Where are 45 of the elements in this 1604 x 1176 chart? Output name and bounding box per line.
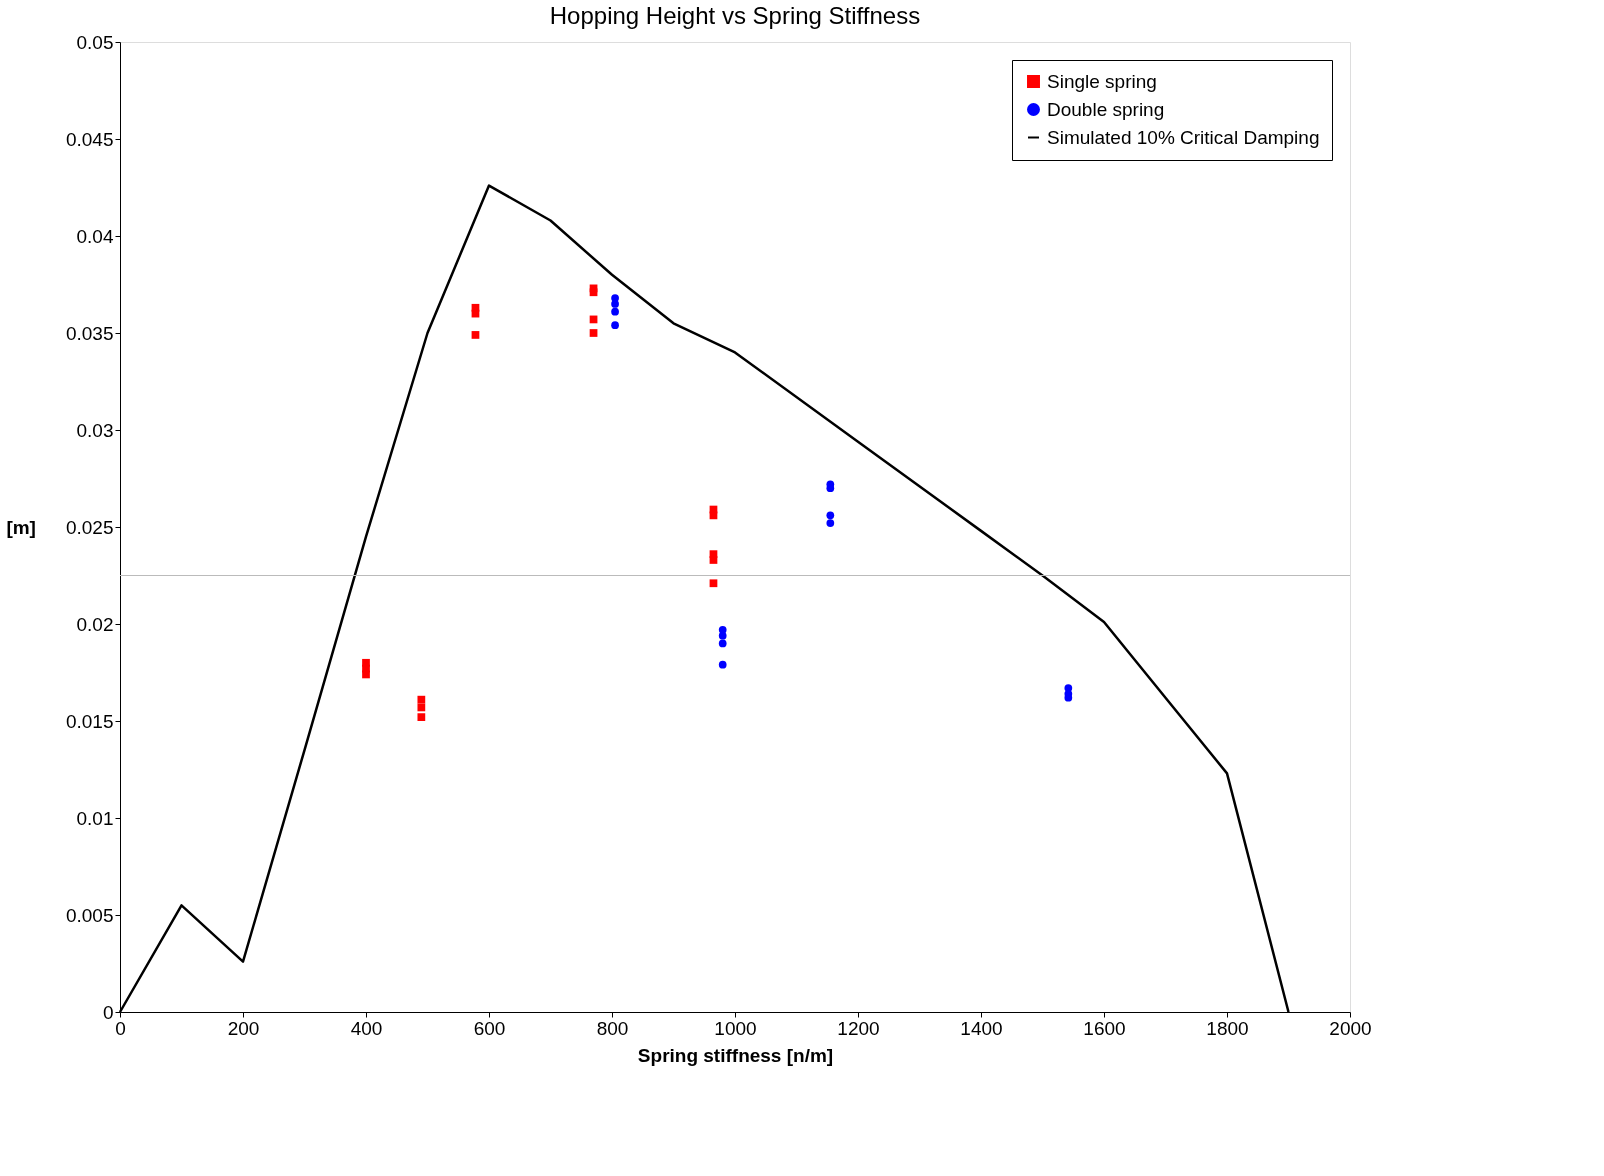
y-tick-label: 0.01 — [76, 807, 114, 829]
x-tick-label: 1400 — [960, 1017, 1003, 1039]
point — [417, 695, 426, 704]
x-tick-label: 1200 — [837, 1017, 880, 1039]
y-tick-label: 0.005 — [65, 904, 114, 926]
point — [826, 519, 835, 527]
point — [826, 511, 835, 520]
point — [471, 331, 480, 339]
x-tick-label: 1000 — [714, 1017, 757, 1039]
legend-label: Double spring — [1047, 98, 1165, 120]
y-tick-label: 0.045 — [65, 128, 114, 150]
y-tick-label: 0.05 — [76, 31, 114, 53]
point — [589, 329, 598, 337]
x-tick-label: 1600 — [1083, 1017, 1126, 1039]
point — [718, 660, 727, 669]
y-tick-label: 0.025 — [65, 516, 114, 538]
point — [709, 556, 718, 564]
y-tick-label: 0.04 — [76, 225, 114, 247]
chart-title: Hopping Height vs Spring Stiffness — [549, 2, 921, 29]
y-tick-label: 0.015 — [65, 710, 114, 732]
point — [718, 639, 727, 648]
point — [709, 511, 718, 520]
y-tick-label: 0.02 — [76, 613, 114, 635]
point — [611, 300, 619, 308]
x-tick-label: 400 — [350, 1017, 383, 1039]
y-axis-title: [m] — [6, 516, 36, 538]
x-tick-label: 2000 — [1329, 1017, 1372, 1039]
point — [417, 703, 426, 712]
x-tick-label: 600 — [473, 1017, 506, 1039]
point — [589, 288, 598, 297]
point — [709, 579, 718, 588]
point — [611, 321, 619, 330]
y-tick-label: 0 — [102, 1001, 114, 1023]
point — [362, 670, 370, 679]
point — [718, 631, 727, 640]
legend-label: Single spring — [1047, 70, 1157, 92]
point — [611, 307, 619, 316]
y-tick-label: 0.035 — [65, 322, 114, 344]
y-tick-label: 0.03 — [76, 419, 114, 441]
x-tick-label: 1800 — [1206, 1017, 1249, 1039]
point — [417, 713, 426, 721]
x-axis-title: Spring stiffness [n/m] — [637, 1044, 834, 1066]
x-tick-label: 200 — [227, 1017, 260, 1039]
x-tick-label: 800 — [596, 1017, 629, 1039]
legend-label: Simulated 10% Critical Damping — [1047, 126, 1320, 148]
